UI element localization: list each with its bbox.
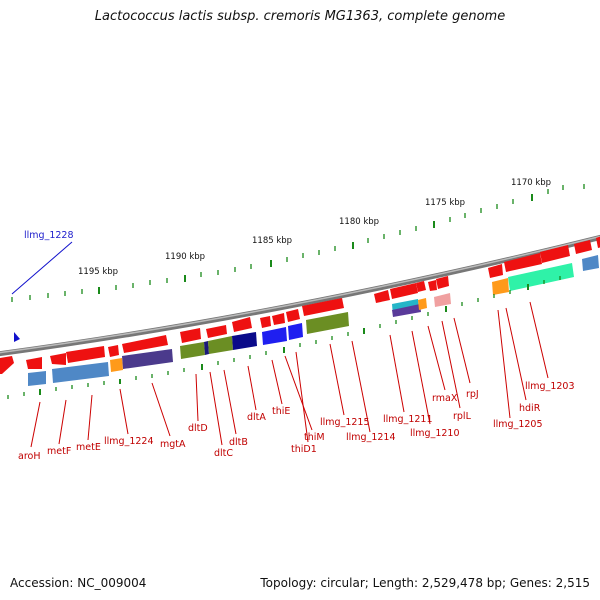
gene-label-metF: metF — [47, 446, 71, 457]
highlight-marker-icon — [14, 332, 20, 342]
gene-label-thiD1: thiD1 — [291, 444, 317, 455]
gene-label-dltD: dltD — [188, 423, 208, 434]
gene-label-rmaX: rmaX — [432, 393, 458, 404]
cds-arrows-forward — [0, 236, 600, 374]
gene-label-rpJ: rpJ — [466, 389, 479, 400]
gene-label-llmg-1203: llmg_1203 — [525, 381, 575, 392]
leader-lines — [30, 301, 549, 448]
accession-text: Accession: NC_009004 — [10, 576, 147, 590]
gene-label-thiE: thiE — [272, 406, 290, 417]
gene-label-dltC: dltC — [214, 448, 233, 459]
scale-label-1195: 1195 kbp — [78, 267, 118, 277]
gene-label-metE: metE — [76, 442, 101, 453]
scale-label-1170: 1170 kbp — [511, 178, 551, 188]
gene-label-llmg-1205: llmg_1205 — [493, 419, 543, 430]
backbone-highlight — [0, 235, 600, 354]
gene-label-dltA: dltA — [247, 412, 266, 423]
scale-label-1185: 1185 kbp — [252, 236, 292, 246]
genome-backbone — [0, 234, 600, 357]
scale-ring — [11, 184, 585, 302]
gene-label-thiM: thiM — [304, 432, 325, 443]
gene-label-dltB: dltB — [229, 437, 248, 448]
gene-label-llmg-1224: llmg_1224 — [104, 436, 154, 447]
gene-label-llmg-1214: llmg_1214 — [346, 432, 396, 443]
gene-label-mgtA: mgtA — [160, 439, 186, 450]
inner-ring — [7, 276, 561, 399]
highlight-label: llmg_1228 — [24, 230, 74, 241]
gene-label-aroH: aroH — [18, 451, 40, 462]
gene-label-rplL: rplL — [453, 411, 472, 422]
gene-label-llmg-1211: llmg_1211 — [383, 414, 433, 425]
highlight-leader — [11, 241, 73, 295]
scale-label-1175: 1175 kbp — [425, 198, 465, 208]
gene-label-llmg-1210: llmg_1210 — [410, 428, 460, 439]
gene-label-hdiR: hdiR — [519, 403, 541, 414]
gene-label-llmg-1215: llmg_1215 — [320, 417, 370, 428]
scale-label-1180: 1180 kbp — [339, 217, 379, 227]
feature-bars — [28, 255, 599, 386]
topology-text: Topology: circular; Length: 2,529,478 bp… — [260, 576, 590, 590]
scale-label-1190: 1190 kbp — [165, 252, 205, 262]
map-title: Lactococcus lactis subsp. cremoris MG136… — [94, 9, 506, 24]
